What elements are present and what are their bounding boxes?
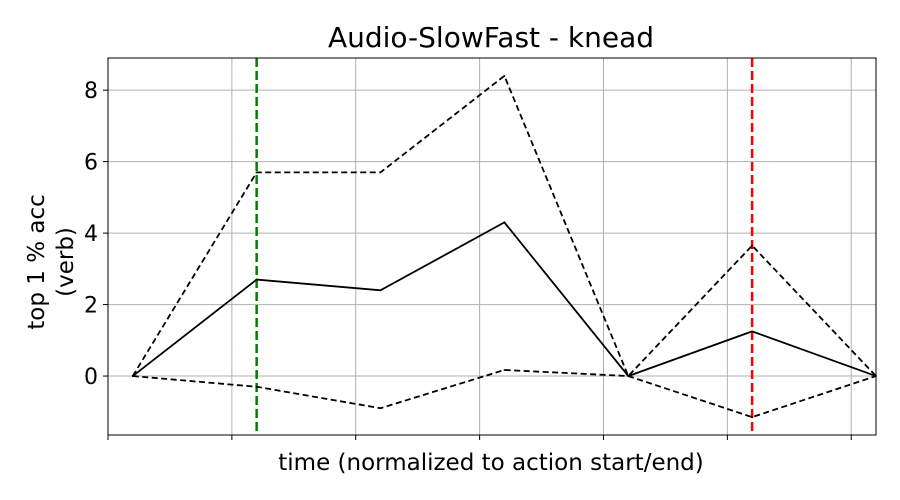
series-lower-point xyxy=(503,369,506,371)
series-layer xyxy=(131,74,877,419)
y-axis-label-line-2: (verb) xyxy=(53,227,79,297)
series-upper-point xyxy=(503,74,506,77)
series-mean-point xyxy=(503,221,506,224)
series-mean-point xyxy=(379,289,382,292)
series-upper-point xyxy=(255,171,258,174)
series-lower-point xyxy=(627,375,630,377)
series-lower-point xyxy=(751,416,754,419)
y-tick-label: 0 xyxy=(84,365,98,390)
plot-frame xyxy=(107,57,877,436)
y-axis-label-line-1: top 1 % acc xyxy=(24,194,50,330)
tick-layer: 0 2 4 6 8 xyxy=(84,79,852,440)
series-upper-line xyxy=(132,74,877,378)
series-lower-point xyxy=(255,385,258,388)
series-lower-line xyxy=(132,369,877,419)
series-lower-point xyxy=(131,375,134,377)
series-upper-point xyxy=(379,171,382,174)
chart-title: Audio-SlowFast - knead xyxy=(328,21,654,54)
y-tick-label: 4 xyxy=(84,222,98,247)
y-tick-label: 6 xyxy=(84,151,98,176)
series-upper-point xyxy=(751,244,754,247)
x-axis-label: time (normalized to action start/end) xyxy=(278,450,704,476)
y-tick-label: 2 xyxy=(84,294,98,319)
marker-layer xyxy=(255,58,754,435)
series-mean-point xyxy=(255,278,258,281)
y-tick-label: 8 xyxy=(84,79,98,104)
series-mean-line xyxy=(132,221,877,378)
grid-layer xyxy=(107,58,876,435)
series-mean-point xyxy=(751,330,754,333)
series-lower-point xyxy=(379,407,382,410)
